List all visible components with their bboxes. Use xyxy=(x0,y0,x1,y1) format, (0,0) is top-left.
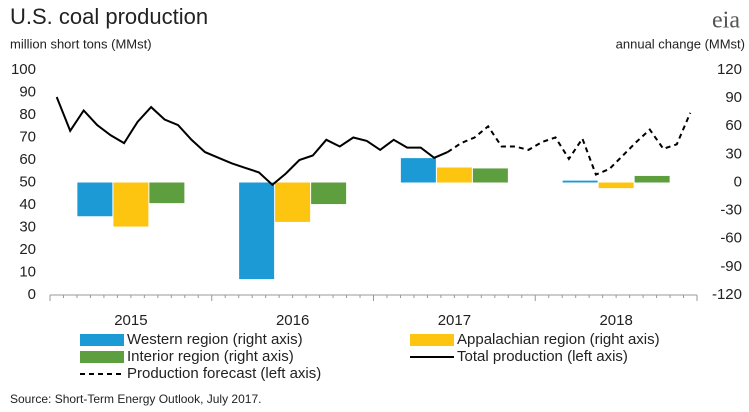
legend-label: Interior region (right axis) xyxy=(127,348,294,365)
legend-label: Appalachian region (right axis) xyxy=(457,331,660,348)
bar xyxy=(149,182,185,204)
chart-title: U.S. coal production xyxy=(10,4,208,29)
y-tick-label: 70 xyxy=(19,128,36,145)
y-tick-label: 100 xyxy=(11,61,36,78)
bar xyxy=(598,182,634,189)
bar xyxy=(239,182,275,280)
y-tick-label: 20 xyxy=(19,241,36,258)
line xyxy=(55,96,448,187)
legend-swatch xyxy=(80,351,124,363)
y-tick-label: 40 xyxy=(19,196,36,213)
y-tick-label: 10 xyxy=(19,263,36,280)
legend-label: Production forecast (left axis) xyxy=(127,365,321,382)
legend-label: Total production (left axis) xyxy=(457,348,628,365)
y2-tick-label: 0 xyxy=(734,173,742,190)
x-tick-label: 2016 xyxy=(276,312,309,329)
legend-label: Western region (right axis) xyxy=(127,331,303,348)
source: Source: Short-Term Energy Outlook, July … xyxy=(10,392,261,406)
y-tick-label: 60 xyxy=(19,151,36,168)
subtitle: million short tons (MMst) xyxy=(10,36,152,51)
bar xyxy=(634,175,670,183)
y2-tick-label: 30 xyxy=(725,145,742,162)
y-tick-label: 0 xyxy=(28,286,36,303)
line xyxy=(447,112,692,176)
y2-label: annual change (MMst) xyxy=(616,36,745,51)
y2-tick-label: -30 xyxy=(720,202,742,219)
y-tick-label: 30 xyxy=(19,218,36,235)
y2-tick-label: -120 xyxy=(712,286,742,303)
y2-tick-label: 90 xyxy=(725,89,742,106)
legend-swatch xyxy=(410,334,454,346)
bar xyxy=(275,182,311,222)
legend-swatch xyxy=(80,334,124,346)
y2-tick-label: 120 xyxy=(717,61,742,78)
y2-tick-label: -90 xyxy=(720,258,742,275)
y2-tick-label: 60 xyxy=(725,117,742,134)
y-tick-label: 90 xyxy=(19,83,36,100)
y-tick-label: 50 xyxy=(19,173,36,190)
logo: eia xyxy=(712,8,740,34)
bar xyxy=(113,182,149,227)
bar xyxy=(311,182,347,205)
x-tick-label: 2018 xyxy=(599,312,632,329)
y-tick-label: 80 xyxy=(19,106,36,123)
bar xyxy=(77,182,113,217)
x-tick-label: 2015 xyxy=(114,312,147,329)
bar xyxy=(562,180,598,183)
bar xyxy=(400,158,436,183)
bar xyxy=(436,167,472,183)
x-tick-label: 2017 xyxy=(438,312,471,329)
y2-tick-label: -60 xyxy=(720,230,742,247)
bar xyxy=(472,168,508,183)
